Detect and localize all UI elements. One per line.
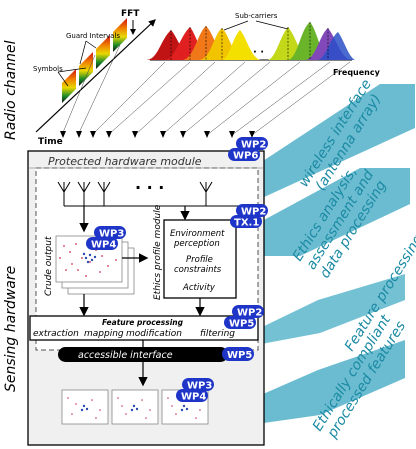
projection-lines [61,44,351,136]
feature-step-modification: modification [126,329,182,339]
svg-text:WP4: WP4 [91,240,116,251]
radio-channel-label: Radio channel [3,40,19,140]
sub-carrier-spectrum [145,22,355,61]
feature-step-filtering: filtering [200,329,235,339]
band-feature-processing [256,274,405,345]
sub-carriers-label: Sub-carriers [235,12,278,20]
antenna-dots: · · · [135,178,164,197]
symbols-label: Symbols [33,65,63,73]
ethics-line-2: perception [173,239,220,249]
ethics-line-3: Profile [186,255,213,265]
svg-text:TX.1: TX.1 [234,218,259,229]
badge-wp3-crude: WP3 [94,226,126,240]
band-ethics-analysis [240,168,410,256]
badge-wp3-output: WP3 [182,378,214,392]
svg-text:WP3: WP3 [187,381,212,392]
crude-output-label: Crude output [44,236,54,296]
badge-wp2-feature: WP2 [232,305,264,319]
sensing-hardware-label: Sensing hardware [3,266,19,392]
svg-text:WP2: WP2 [237,308,262,319]
badge-wp6: WP6 [228,148,260,162]
feature-processing-box [29,315,259,341]
work-package-badges: WP2 WP6 WP2 TX.1 WP3 WP4 WP5 WP2 [86,137,268,403]
svg-text:WP2: WP2 [241,140,266,151]
receive-arrows [60,131,255,138]
badge-wp4-output: WP4 [176,389,208,403]
badge-wp2-top: WP2 [236,137,268,151]
badge-wp2-antenna: WP2 [236,204,268,218]
band-wireless-interface [225,84,415,198]
radio-channel-section: Radio channel Time Frequency Symbols Gua… [3,9,381,147]
sensing-hardware-section: Sensing hardware Protected hardware modu… [3,150,265,446]
antenna-array [57,181,242,207]
ethics-profile-label: Ethics profile module [153,204,163,300]
frequency-axis-label: Frequency [333,68,381,77]
badge-wp5-interface: WP5 [222,347,254,361]
svg-text:WP2: WP2 [241,207,266,218]
spectrum-dots: · · [253,47,264,58]
svg-text:WP5: WP5 [229,319,254,330]
ethics-line-4: constraints [174,265,222,275]
symbols-pointer [57,71,69,87]
svg-text:WP3: WP3 [99,229,124,240]
badge-tx1: TX.1 [230,215,262,229]
feature-step-mapping: mapping [84,329,124,339]
ofdm-symbols [62,18,127,103]
accessible-interface-bar [58,347,228,362]
fft-label: FFT [121,9,140,19]
protected-module-title: Protected hardware module [48,155,202,168]
feature-processing-title: Feature processing [102,318,184,327]
sub-carriers-pointer [223,20,249,31]
guard-intervals-pointer [79,40,87,65]
time-axis-label: Time [38,137,63,147]
feature-step-extraction: extraction [33,329,79,339]
ethics-line-1: Environment [170,229,225,239]
accessible-interface-label: accessible interface [78,350,173,361]
guard-intervals-label: Guard Intervals [66,32,120,40]
svg-text:WP5: WP5 [227,350,252,361]
time-axis [35,19,156,133]
svg-text:WP4: WP4 [181,392,206,403]
badge-wp5-feature: WP5 [224,316,256,330]
ethics-line-5: Activity [182,283,216,293]
badge-wp4-crude: WP4 [86,237,118,251]
svg-text:WP6: WP6 [233,151,258,162]
